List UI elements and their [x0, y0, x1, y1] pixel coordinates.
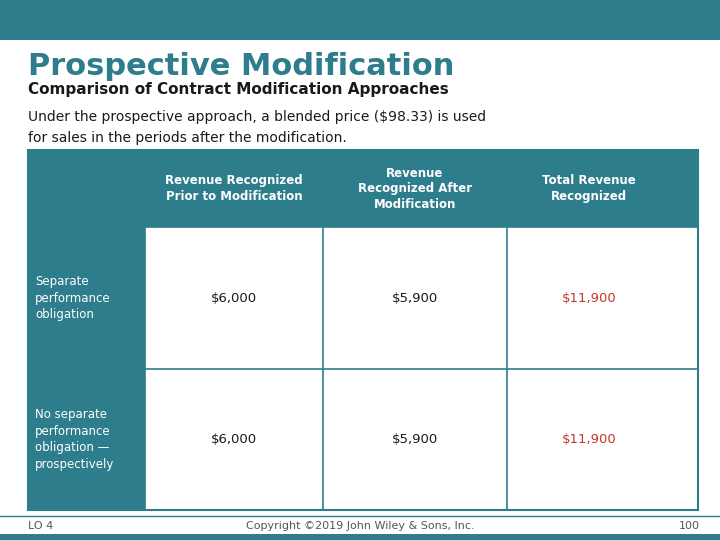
Bar: [28, 369, 145, 510]
Bar: [145, 227, 323, 369]
Text: Revenue
Recognized After
Modification: Revenue Recognized After Modification: [358, 167, 472, 211]
Text: Copyright ©2019 John Wiley & Sons, Inc.: Copyright ©2019 John Wiley & Sons, Inc.: [246, 521, 474, 531]
Bar: [0, 534, 720, 540]
Text: $5,900: $5,900: [392, 292, 438, 305]
Text: $5,900: $5,900: [392, 433, 438, 446]
Bar: [28, 150, 698, 510]
Bar: [507, 227, 671, 369]
Bar: [323, 369, 507, 510]
Text: Separate
performance
obligation: Separate performance obligation: [35, 275, 111, 321]
Text: Comparison of Contract Modification Approaches: Comparison of Contract Modification Appr…: [28, 82, 449, 97]
Text: Under the prospective approach, a blended price ($98.33) is used
for sales in th: Under the prospective approach, a blende…: [28, 110, 486, 145]
Bar: [323, 227, 507, 369]
Text: Total Revenue
Recognized: Total Revenue Recognized: [542, 174, 636, 203]
Text: $11,900: $11,900: [562, 433, 616, 446]
Bar: [507, 369, 671, 510]
Text: $6,000: $6,000: [211, 292, 257, 305]
Text: Prospective Modification: Prospective Modification: [28, 52, 454, 81]
Bar: [0, 0, 720, 40]
Text: 100: 100: [679, 521, 700, 531]
Text: $11,900: $11,900: [562, 292, 616, 305]
Text: No separate
performance
obligation —
prospectively: No separate performance obligation — pro…: [35, 408, 114, 470]
Text: Revenue Recognized
Prior to Modification: Revenue Recognized Prior to Modification: [165, 174, 303, 203]
Text: LO 4: LO 4: [28, 521, 53, 531]
Text: $6,000: $6,000: [211, 433, 257, 446]
Bar: [145, 369, 323, 510]
Bar: [28, 150, 698, 227]
Bar: [28, 227, 145, 369]
